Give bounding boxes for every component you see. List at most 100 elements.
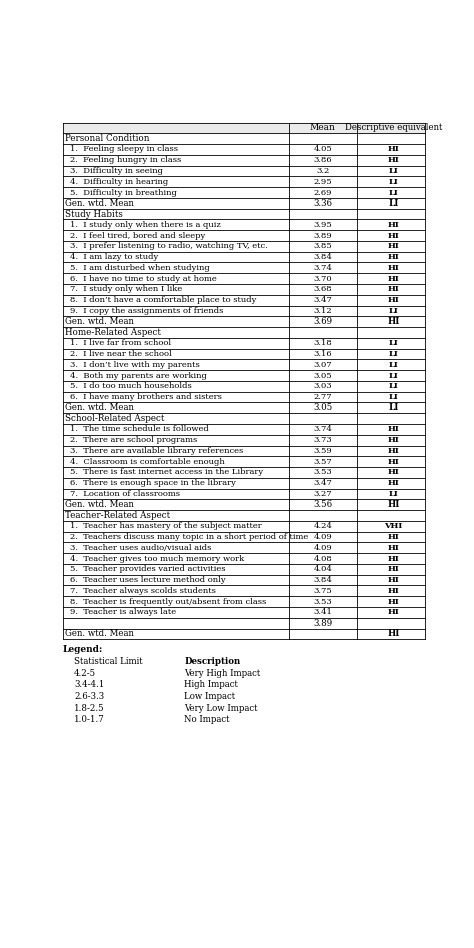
Text: LI: LI — [389, 372, 399, 379]
Text: 8.  Teacher is frequently out/absent from class: 8. Teacher is frequently out/absent from… — [70, 597, 266, 606]
Text: 4.  Teacher gives too much memory work: 4. Teacher gives too much memory work — [70, 555, 244, 562]
Text: 3.69: 3.69 — [313, 318, 332, 326]
Text: Personal Condition: Personal Condition — [65, 135, 149, 143]
Text: 3.4-4.1: 3.4-4.1 — [74, 681, 104, 689]
Text: 3.59: 3.59 — [313, 447, 332, 455]
Text: 6.  I have many brothers and sisters: 6. I have many brothers and sisters — [70, 393, 221, 401]
Text: 3.07: 3.07 — [313, 361, 332, 369]
Text: 3.47: 3.47 — [313, 296, 332, 304]
Text: HI: HI — [388, 544, 400, 552]
Text: VHI: VHI — [384, 522, 403, 530]
Text: LI: LI — [389, 177, 399, 186]
Text: Teacher-Related Aspect: Teacher-Related Aspect — [65, 511, 170, 520]
Text: HI: HI — [388, 597, 400, 606]
Text: HI: HI — [388, 576, 400, 584]
Text: 3.89: 3.89 — [313, 231, 332, 240]
Text: LI: LI — [389, 490, 399, 498]
Text: Very Low Impact: Very Low Impact — [184, 703, 258, 713]
Text: 4.  Classroom is comfortable enough: 4. Classroom is comfortable enough — [70, 458, 224, 465]
Text: Gen. wtd. Mean: Gen. wtd. Mean — [65, 318, 134, 326]
Text: 4.2-5: 4.2-5 — [74, 668, 96, 678]
Text: 3.2: 3.2 — [316, 167, 329, 175]
Text: Gen. wtd. Mean: Gen. wtd. Mean — [65, 199, 134, 208]
Text: Gen. wtd. Mean: Gen. wtd. Mean — [65, 501, 134, 509]
Text: 3.41: 3.41 — [313, 609, 332, 616]
Text: HI: HI — [388, 253, 400, 261]
Text: 5.  Teacher provides varied activities: 5. Teacher provides varied activities — [70, 565, 225, 574]
Text: School-Related Aspect: School-Related Aspect — [65, 414, 164, 423]
Text: 4.04: 4.04 — [313, 565, 332, 574]
Text: LI: LI — [389, 350, 399, 358]
Text: 4.  Difficulty in hearing: 4. Difficulty in hearing — [70, 177, 168, 186]
Text: Mean: Mean — [310, 123, 336, 133]
Text: 2.  I feel tired, bored and sleepy: 2. I feel tired, bored and sleepy — [70, 231, 205, 240]
Text: Low Impact: Low Impact — [184, 692, 235, 701]
Text: HI: HI — [388, 587, 400, 595]
Text: 5.  I am disturbed when studying: 5. I am disturbed when studying — [70, 264, 210, 272]
Text: Gen. wtd. Mean: Gen. wtd. Mean — [65, 629, 134, 638]
Text: 3.95: 3.95 — [313, 221, 332, 228]
Text: 1.  Teacher has mastery of the subject matter: 1. Teacher has mastery of the subject ma… — [70, 522, 261, 530]
Text: 2.  There are school programs: 2. There are school programs — [70, 436, 197, 445]
Text: 1.8-2.5: 1.8-2.5 — [74, 703, 105, 713]
Text: 4.08: 4.08 — [313, 555, 332, 562]
Text: Descriptive equivalent: Descriptive equivalent — [345, 123, 442, 133]
Text: HI: HI — [388, 221, 400, 228]
Text: 1.  I study only when there is a quiz: 1. I study only when there is a quiz — [70, 221, 220, 228]
Text: 3.74: 3.74 — [313, 426, 332, 433]
Text: 6.  I have no time to study at home: 6. I have no time to study at home — [70, 275, 216, 283]
Text: 4.  Both my parents are working: 4. Both my parents are working — [70, 372, 206, 379]
Text: 3.18: 3.18 — [313, 339, 332, 347]
Text: 3.89: 3.89 — [313, 619, 332, 628]
Text: HI: HI — [387, 318, 400, 326]
Text: HI: HI — [388, 264, 400, 272]
Text: LI: LI — [389, 393, 399, 401]
Text: HI: HI — [388, 296, 400, 304]
Text: 1.  The time schedule is followed: 1. The time schedule is followed — [70, 426, 208, 433]
Text: HI: HI — [388, 609, 400, 616]
Text: 3.75: 3.75 — [313, 587, 332, 595]
Text: LI: LI — [388, 199, 399, 208]
Text: 3.53: 3.53 — [313, 597, 332, 606]
Text: 3.05: 3.05 — [313, 403, 332, 412]
Text: 2.69: 2.69 — [314, 189, 332, 196]
Text: LI: LI — [389, 167, 399, 175]
Text: 2.95: 2.95 — [313, 177, 332, 186]
Text: Description: Description — [184, 657, 240, 665]
Text: 1.0-1.7: 1.0-1.7 — [74, 715, 105, 724]
Text: 3.  There are available library references: 3. There are available library reference… — [70, 447, 243, 455]
Text: 8.  I don’t have a comfortable place to study: 8. I don’t have a comfortable place to s… — [70, 296, 256, 304]
Text: High Impact: High Impact — [184, 681, 238, 689]
Text: 4.09: 4.09 — [313, 533, 332, 541]
Text: 7.  Location of classrooms: 7. Location of classrooms — [70, 490, 180, 498]
Text: 3.27: 3.27 — [313, 490, 332, 498]
Text: 3.  Teacher uses audio/visual aids: 3. Teacher uses audio/visual aids — [70, 544, 211, 552]
Text: 4.05: 4.05 — [313, 145, 332, 154]
Text: 7.  I study only when I like: 7. I study only when I like — [70, 285, 182, 294]
Text: HI: HI — [387, 501, 400, 509]
Text: Very High Impact: Very High Impact — [184, 668, 260, 678]
Text: 3.84: 3.84 — [313, 253, 332, 261]
Text: 4.  I am lazy to study: 4. I am lazy to study — [70, 253, 158, 261]
Text: 3.56: 3.56 — [313, 501, 332, 509]
Text: LI: LI — [389, 382, 399, 391]
Text: 5.  There is fast internet access in the Library: 5. There is fast internet access in the … — [70, 468, 263, 477]
Text: 4.24: 4.24 — [313, 522, 332, 530]
Text: LI: LI — [388, 403, 399, 412]
Text: 3.74: 3.74 — [313, 264, 332, 272]
Text: 6.  Teacher uses lecture method only: 6. Teacher uses lecture method only — [70, 576, 225, 584]
Text: HI: HI — [388, 145, 400, 154]
Text: HI: HI — [388, 436, 400, 445]
Text: Legend:: Legend: — [63, 646, 103, 654]
Text: 2.  I live near the school: 2. I live near the school — [70, 350, 171, 358]
Text: LI: LI — [389, 339, 399, 347]
Text: 3.  Difficulty in seeing: 3. Difficulty in seeing — [70, 167, 163, 175]
Text: 3.57: 3.57 — [313, 458, 332, 465]
Text: HI: HI — [388, 156, 400, 164]
Text: 5.  Difficulty in breathing: 5. Difficulty in breathing — [70, 189, 176, 196]
Text: 3.12: 3.12 — [313, 307, 332, 315]
Text: Study Habits: Study Habits — [65, 210, 123, 219]
Text: 3.  I don’t live with my parents: 3. I don’t live with my parents — [70, 361, 199, 369]
Text: 5.  I do too much households: 5. I do too much households — [70, 382, 191, 391]
Text: HI: HI — [388, 231, 400, 240]
